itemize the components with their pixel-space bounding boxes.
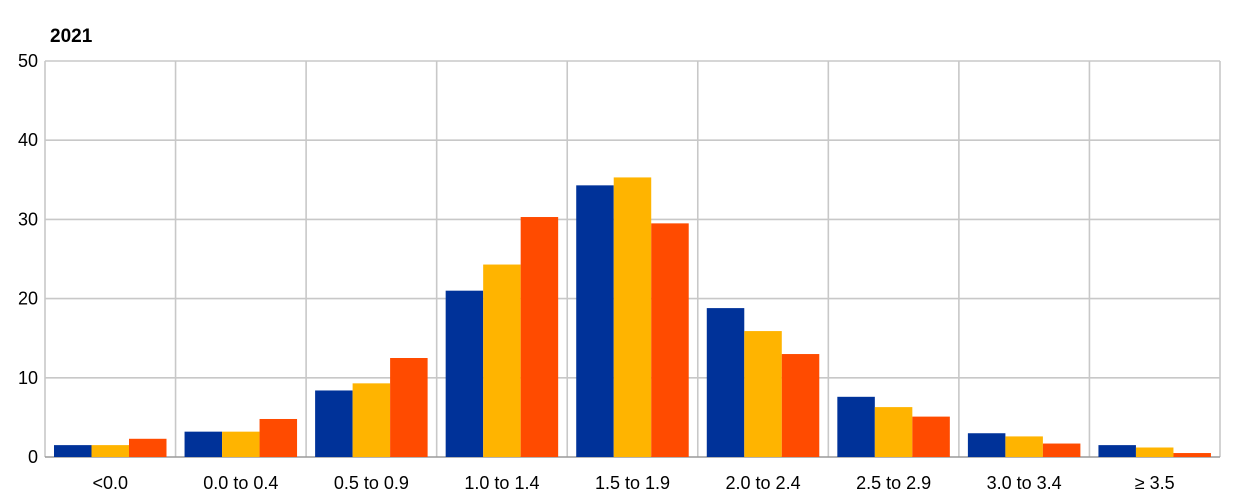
x-tick-label: 3.0 to 3.4 bbox=[987, 473, 1062, 493]
y-axis-ticks: 0 10 20 30 40 50 bbox=[18, 51, 38, 467]
y-tick-label: 30 bbox=[18, 209, 38, 229]
bar bbox=[1042, 443, 1081, 457]
x-tick-label: <0.0 bbox=[93, 473, 129, 493]
x-tick-label: 2.5 to 2.9 bbox=[856, 473, 931, 493]
bar bbox=[1005, 436, 1043, 457]
bar bbox=[837, 396, 875, 457]
bar bbox=[352, 383, 391, 457]
x-tick-label: 0.0 to 0.4 bbox=[203, 473, 278, 493]
bar bbox=[1135, 447, 1174, 457]
bar bbox=[874, 407, 913, 457]
bar bbox=[129, 438, 167, 457]
bar bbox=[54, 445, 92, 457]
y-tick-label: 10 bbox=[18, 368, 38, 388]
bar bbox=[706, 308, 745, 457]
bar bbox=[390, 358, 428, 457]
x-axis-ticks: <0.0 0.0 to 0.4 0.5 to 0.9 1.0 to 1.4 1.5 to… bbox=[93, 473, 1175, 493]
bar bbox=[576, 185, 614, 457]
bar bbox=[744, 331, 782, 457]
bar bbox=[483, 264, 521, 457]
y-tick-label: 50 bbox=[18, 51, 38, 71]
bars-layer bbox=[54, 177, 1211, 457]
y-tick-label: 20 bbox=[18, 289, 38, 309]
bar bbox=[445, 290, 484, 457]
bar bbox=[613, 177, 652, 457]
bar bbox=[781, 354, 820, 457]
bar bbox=[967, 433, 1006, 457]
bar bbox=[184, 431, 223, 457]
y-tick-label: 40 bbox=[18, 130, 38, 150]
bar bbox=[222, 431, 260, 457]
y-tick-label: 0 bbox=[28, 447, 38, 467]
bar bbox=[315, 390, 353, 457]
chart-title: 2021 bbox=[50, 26, 93, 47]
x-tick-label: 1.0 to 1.4 bbox=[464, 473, 539, 493]
bar bbox=[259, 418, 298, 457]
bar bbox=[1173, 453, 1211, 457]
bar bbox=[912, 416, 950, 457]
x-tick-label: 2.0 to 2.4 bbox=[726, 473, 801, 493]
bar bbox=[651, 223, 689, 457]
grid-layer bbox=[44, 60, 1221, 458]
x-tick-label: 1.5 to 1.9 bbox=[595, 473, 670, 493]
bar bbox=[91, 445, 129, 457]
x-tick-label: ≥ 3.5 bbox=[1135, 473, 1175, 493]
x-tick-label: 0.5 to 0.9 bbox=[334, 473, 409, 493]
bar bbox=[1098, 445, 1136, 457]
bar bbox=[520, 217, 559, 457]
